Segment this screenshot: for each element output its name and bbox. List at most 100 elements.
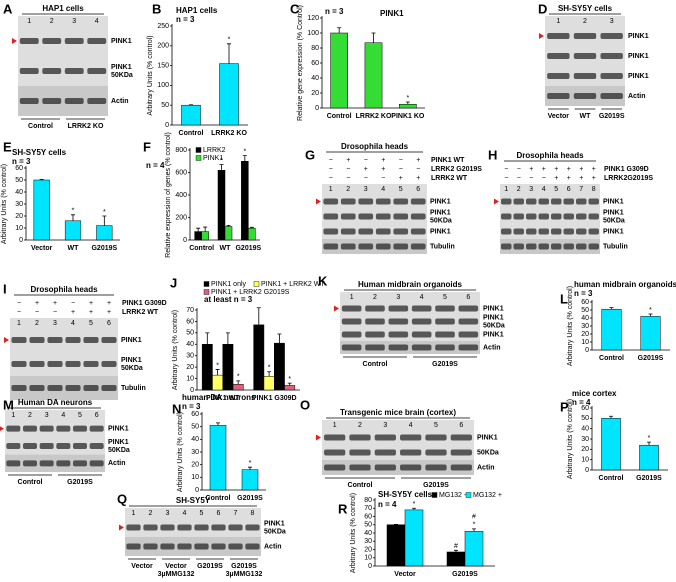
y-tick-label: 150 <box>157 62 169 69</box>
band-label: PINK1 <box>603 209 624 216</box>
significance-mark: * <box>228 37 231 44</box>
band <box>526 198 537 205</box>
bar <box>96 225 113 241</box>
band <box>64 98 84 104</box>
band <box>374 464 396 471</box>
band <box>435 344 455 351</box>
x-tick-label: Control <box>327 113 352 120</box>
band <box>19 68 39 74</box>
y-tick-label: 10 <box>581 339 589 346</box>
x-tick-label: LRRK2 KO <box>356 113 392 120</box>
band <box>551 243 562 250</box>
band <box>393 243 409 250</box>
error-bar <box>219 164 224 171</box>
band-label: Actin <box>108 460 126 467</box>
band <box>11 337 27 343</box>
error-bar <box>287 382 292 386</box>
band <box>576 198 587 205</box>
lane-number: 3 <box>610 18 614 25</box>
lane-number: 5 <box>443 294 447 301</box>
y-tick-label: 100 <box>307 30 319 37</box>
band-label: 50KDa <box>264 528 286 535</box>
bar <box>601 418 621 471</box>
y-tick-label: 50 <box>15 177 23 184</box>
band <box>19 98 39 104</box>
band <box>89 460 104 467</box>
lane-number: 1 <box>27 18 31 25</box>
y-tick-label: 20 <box>311 90 319 97</box>
band <box>349 434 371 441</box>
band <box>538 228 549 235</box>
legend-label: PINK1 + LRRK2 WT <box>261 281 325 288</box>
band <box>526 213 537 220</box>
y-tick-label: 600 <box>175 169 187 176</box>
y-tick-label: 40 <box>581 426 589 433</box>
x-tick-label: G2019S <box>235 245 261 252</box>
error-bar <box>39 179 44 180</box>
lane-number: 5 <box>89 320 93 327</box>
lane-number: 3 <box>383 422 387 429</box>
band <box>365 318 385 325</box>
condition-sign: + <box>554 175 558 182</box>
condition-sign: + <box>399 175 403 182</box>
condition-name: LRRK2 WT <box>431 175 468 182</box>
band <box>425 464 447 471</box>
chart-title: mice cortex <box>572 389 617 398</box>
y-tick-label: 0 <box>190 387 194 394</box>
band <box>73 443 87 449</box>
band <box>245 543 260 550</box>
band <box>65 337 81 343</box>
band <box>228 543 243 550</box>
group-label: WT <box>580 113 592 120</box>
band <box>39 443 54 449</box>
bar <box>284 385 296 391</box>
condition-sign: + <box>567 166 571 173</box>
lane-number: 3 <box>45 412 49 419</box>
lane-number: 6 <box>567 186 571 193</box>
band-label: Actin <box>477 464 495 471</box>
lane-number: 5 <box>554 186 558 193</box>
y-tick-label: 30 <box>186 353 194 360</box>
chart-subtitle: n = 3 <box>574 289 593 298</box>
band <box>341 344 362 351</box>
panel-label: O <box>300 397 310 412</box>
significance-mark: * <box>288 376 291 383</box>
band <box>513 213 524 220</box>
lane-number: 3 <box>396 294 400 301</box>
condition-sign: − <box>364 175 368 182</box>
significance-mark: # <box>472 514 476 521</box>
band <box>64 68 84 74</box>
band <box>324 449 346 456</box>
band <box>47 361 63 367</box>
band <box>538 213 549 220</box>
band-label: PINK1 <box>628 73 649 80</box>
group-label: G2019S <box>423 482 449 489</box>
band <box>400 434 422 441</box>
condition-sign: + <box>542 166 546 173</box>
significance-mark: * <box>268 365 271 372</box>
blot-title: SH-SY5Y <box>176 496 211 505</box>
band <box>89 425 104 432</box>
band-label: PINK1 <box>483 331 504 338</box>
band-label: PINK1 <box>264 520 285 527</box>
panel-label: F <box>143 139 151 154</box>
legend-label: LRRK2 <box>203 147 226 154</box>
error-bar <box>71 214 75 221</box>
lane-number: 2 <box>35 320 39 327</box>
band-arrow <box>4 337 9 343</box>
y-tick-label: 60 <box>311 60 319 67</box>
legend-label: PINK1 only <box>211 281 247 288</box>
loading-strip <box>500 239 600 254</box>
band-label: Tubulin <box>121 385 146 392</box>
band <box>349 464 371 471</box>
x-tick-label: G2019S <box>91 245 117 252</box>
lane-number: 1 <box>556 18 560 25</box>
condition-sign: − <box>35 309 39 316</box>
bar <box>248 227 256 241</box>
condition-name: LRRK2 WT <box>122 309 159 316</box>
band-label: PINK1 <box>121 357 142 364</box>
significance-mark: * <box>413 501 416 508</box>
group-label: Control <box>28 123 53 130</box>
band-label: 50KDa <box>430 217 452 224</box>
band <box>194 543 209 550</box>
